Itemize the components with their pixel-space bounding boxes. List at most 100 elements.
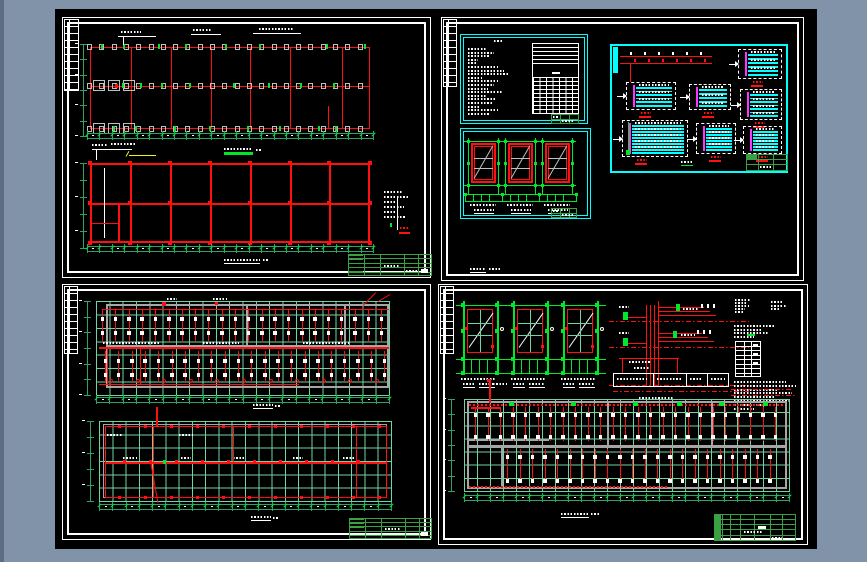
v-line — [83, 163, 84, 248]
v-line — [757, 449, 758, 483]
sheet-lighting-plans[interactable] — [62, 284, 432, 540]
fixture — [223, 359, 227, 363]
fill — [162, 302, 166, 306]
fixture — [223, 373, 227, 377]
fixture-circle — [375, 379, 379, 383]
mark — [248, 161, 252, 165]
v-line — [356, 426, 357, 498]
v-line — [669, 449, 671, 483]
column-symbol — [222, 83, 228, 89]
fixture — [153, 331, 158, 335]
dim-text — [101, 398, 104, 400]
grip — [497, 162, 500, 165]
dim-text — [128, 398, 131, 400]
tiny-text — [561, 378, 595, 380]
tiny-text — [470, 204, 496, 206]
sheet-structural-framing-plans[interactable] — [62, 17, 432, 278]
v-line — [510, 194, 511, 201]
h-line — [440, 314, 454, 315]
v-line — [155, 309, 157, 341]
grip — [467, 140, 470, 143]
tiny-text — [704, 112, 714, 114]
tiny-text — [468, 62, 476, 65]
column-symbol — [87, 83, 92, 89]
circuit-bar — [632, 149, 684, 151]
dim-text — [79, 394, 82, 395]
h-line — [102, 309, 389, 310]
fixture — [568, 455, 572, 459]
fixture-circle — [321, 379, 326, 383]
v-line — [465, 194, 466, 201]
mark — [248, 496, 251, 499]
v-line — [171, 47, 172, 129]
fill — [471, 407, 501, 409]
mark — [123, 44, 125, 49]
title-block-line — [569, 208, 570, 218]
tiny-text — [468, 98, 496, 101]
h-line — [639, 116, 651, 118]
v-line — [658, 301, 659, 387]
fill — [623, 338, 628, 346]
v-line — [503, 493, 504, 502]
h-line — [469, 439, 549, 441]
title-block-line — [782, 514, 783, 541]
fixture — [130, 373, 134, 377]
h-line — [751, 85, 763, 87]
v-line — [274, 309, 276, 341]
tiny-text — [772, 537, 782, 539]
dim-text — [131, 505, 134, 507]
v-line — [310, 244, 312, 253]
v-line — [99, 502, 100, 511]
h-line — [87, 138, 373, 139]
tiny-text — [468, 109, 498, 112]
v-line — [282, 395, 284, 404]
h-line — [440, 342, 454, 343]
circuit-bar — [753, 137, 778, 139]
circuit-label — [751, 67, 775, 69]
tiny-text — [293, 457, 303, 459]
tiny-text — [735, 299, 751, 301]
mark — [352, 496, 355, 499]
v-line — [575, 407, 576, 441]
dim-text — [141, 134, 144, 136]
dim-text — [75, 104, 78, 106]
tiny-text — [641, 112, 651, 114]
fixture — [103, 373, 107, 377]
h-line — [64, 26, 79, 27]
fixture — [648, 435, 652, 439]
fixture — [555, 479, 559, 483]
grip — [495, 371, 499, 375]
feeder-arrow-icon — [693, 135, 700, 142]
tiny-text — [553, 210, 559, 212]
v-line — [221, 309, 223, 341]
dim-text — [599, 496, 602, 498]
dim-text — [341, 398, 344, 400]
fixture — [643, 455, 647, 459]
v-line — [111, 131, 113, 140]
fixture — [673, 435, 677, 439]
panel-busbar — [696, 87, 698, 107]
title-block-line — [746, 164, 788, 165]
tiny-text — [468, 102, 492, 104]
dim-text — [651, 496, 654, 498]
fixture — [329, 359, 334, 363]
v-line — [371, 351, 372, 381]
tiny-text — [224, 259, 260, 261]
fixture — [313, 317, 317, 321]
tiny-text — [711, 156, 721, 158]
fixture — [196, 359, 201, 363]
sheet-notes-details-distribution[interactable] — [441, 17, 804, 281]
circuit-bar — [750, 94, 778, 96]
v-line — [295, 395, 297, 404]
title-block-line — [758, 154, 759, 171]
sheet-power-plan-riser[interactable] — [438, 284, 808, 545]
h-line — [501, 141, 539, 142]
column-symbol — [283, 83, 289, 89]
h-line — [90, 86, 370, 87]
v-line — [236, 131, 238, 140]
outline-rect — [613, 373, 729, 387]
v-line — [368, 309, 369, 341]
drawing-canvas[interactable] — [55, 9, 817, 549]
fixture — [220, 317, 224, 321]
tiny-text — [553, 116, 559, 118]
